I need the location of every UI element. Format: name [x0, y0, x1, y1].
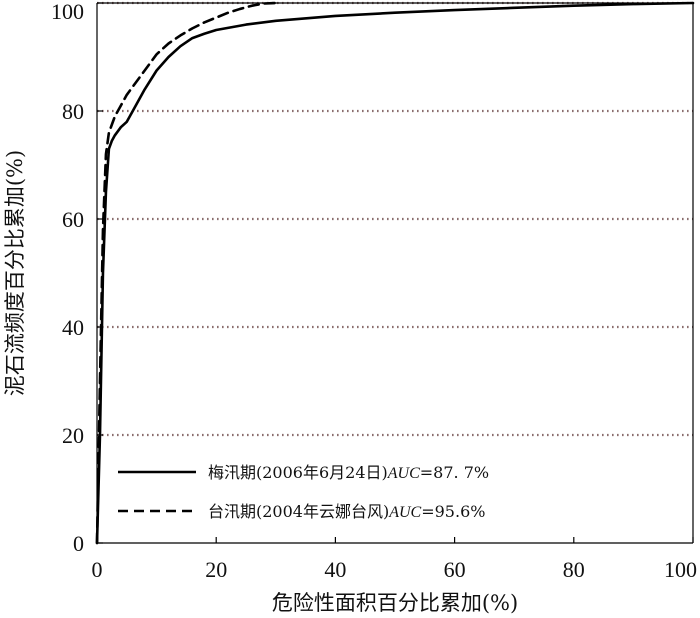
x-tick-label: 40	[324, 557, 346, 582]
series-line-1	[95, 1, 695, 545]
x-tick-label: 0	[92, 557, 103, 582]
legend-series-2-auc-label: AUC	[388, 504, 421, 521]
series-line-2	[95, 1, 278, 545]
plot-series	[95, 1, 695, 545]
legend: 梅汛期(2006年6月24日)AUC=87. 7% 台汛期(2004年云娜台风)…	[118, 463, 489, 521]
x-ticks: 0 20 40 60 80 100	[92, 537, 697, 582]
legend-label-series-2: 台汛期(2004年云娜台风)AUC=95.6%	[208, 502, 485, 521]
x-tick-label: 20	[205, 557, 227, 582]
y-tick-label: 20	[62, 423, 84, 448]
legend-series-1-auc-label: AUC	[387, 465, 420, 482]
x-tick-label: 80	[563, 557, 585, 582]
x-axis-title: 危险性面积百分比累加(%)	[272, 591, 518, 615]
y-ticks: 0 20 40 60 80 100	[51, 0, 103, 556]
y-tick-label: 100	[51, 0, 84, 24]
y-tick-label: 60	[62, 207, 84, 232]
y-tick-label: 40	[62, 315, 84, 340]
y-tick-label: 80	[62, 99, 84, 124]
legend-series-2-name: 台汛期(2004年云娜台风)	[208, 502, 389, 521]
plot-frame	[96, 2, 694, 544]
y-tick-label: 0	[73, 531, 84, 556]
legend-series-1-name: 梅汛期(2006年6月24日)	[208, 463, 388, 482]
legend-series-1-auc-value: =87. 7%	[420, 463, 489, 482]
x-tick-label: 100	[664, 557, 697, 582]
legend-label-series-1: 梅汛期(2006年6月24日)AUC=87. 7%	[208, 463, 489, 482]
y-axis-title: 泥石流频度百分比累加(%)	[3, 150, 27, 396]
gridlines	[97, 1, 693, 437]
legend-series-2-auc-value: =95.6%	[421, 502, 485, 521]
x-tick-label: 60	[444, 557, 466, 582]
